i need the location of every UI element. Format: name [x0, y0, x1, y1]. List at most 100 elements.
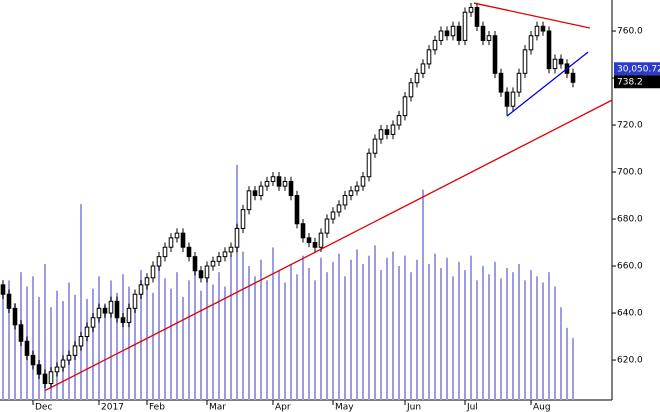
y-tick-label: 680.0: [617, 215, 643, 225]
candle-body: [534, 25, 540, 37]
candle-body: [384, 129, 390, 135]
volume-bar: [152, 292, 154, 400]
candle-body: [354, 185, 360, 192]
candle-body: [30, 354, 36, 366]
y-tick-label: 660.0: [617, 262, 643, 272]
candle-body: [102, 307, 108, 314]
candle-body: [228, 246, 234, 253]
volume-bar: [128, 286, 130, 400]
volume-bar: [428, 263, 430, 400]
x-tick-label: Jul: [466, 403, 478, 412]
candle-body: [462, 11, 468, 41]
volume-bar: [440, 268, 442, 400]
volume-bar: [146, 282, 148, 400]
volume-bar: [134, 298, 136, 400]
volume-bar: [542, 282, 544, 400]
y-tick-label: 620.0: [617, 356, 643, 366]
candle-body: [300, 223, 306, 239]
volume-bar: [230, 255, 232, 400]
candle-body: [468, 7, 474, 13]
candle-body: [108, 300, 114, 314]
candle-body: [192, 256, 198, 272]
volume-bar: [206, 276, 208, 400]
x-tick-label: May: [335, 403, 354, 412]
x-tick-label: Aug: [533, 403, 551, 412]
candle-body: [144, 277, 150, 286]
candle-body: [360, 176, 366, 187]
candle-body: [330, 211, 336, 220]
volume-bar: [494, 261, 496, 400]
candle-body: [312, 242, 318, 248]
volume-bar: [200, 290, 202, 400]
volume-bar: [302, 255, 304, 400]
candle-body: [204, 265, 210, 279]
candle-body: [258, 185, 264, 197]
volume-bar: [374, 245, 376, 400]
volume-bar: [512, 272, 514, 400]
volume-bar: [410, 272, 412, 400]
candle-body: [270, 176, 276, 182]
candle-body: [24, 340, 30, 356]
candle-body: [12, 307, 18, 326]
volume-bar: [452, 276, 454, 400]
candle-body: [558, 58, 564, 65]
candle-body: [84, 326, 90, 338]
candle-body: [426, 49, 432, 65]
volume-bar: [566, 327, 568, 400]
volume-bar: [320, 257, 322, 400]
candle-body: [48, 371, 54, 385]
candle-body: [450, 25, 456, 37]
candle-body: [324, 218, 330, 234]
candle-body: [96, 307, 102, 319]
candle-body: [18, 324, 24, 342]
x-tick-label: Apr: [275, 403, 291, 412]
candle-body: [390, 124, 396, 135]
volume-bar: [314, 280, 316, 400]
candle-body: [168, 237, 174, 248]
volume-bar: [530, 270, 532, 400]
candle-body: [432, 39, 438, 51]
candle-body: [318, 232, 324, 248]
candle-body: [198, 270, 204, 279]
candle-body: [72, 345, 78, 356]
volume-bar: [350, 259, 352, 400]
volume-bar: [338, 253, 340, 400]
volume-bar: [122, 274, 124, 400]
candle-body: [510, 91, 516, 107]
volume-bar: [326, 272, 328, 400]
candle-body: [60, 359, 66, 368]
candle-body: [408, 82, 414, 98]
volume-bar: [290, 263, 292, 400]
candle-body: [36, 364, 42, 375]
price-label: 738.2: [617, 77, 643, 87]
volume-bar: [242, 251, 244, 400]
x-tick-label: 2017: [101, 403, 124, 412]
candle-body: [282, 180, 288, 187]
trendline: [44, 99, 613, 392]
candle-body: [138, 284, 144, 295]
volume-bar: [368, 255, 370, 400]
candle-body: [264, 180, 270, 187]
volume-bar: [296, 274, 298, 400]
volume-bar: [8, 280, 10, 400]
candle-body: [276, 176, 282, 187]
volume-bar: [224, 286, 226, 400]
volume-bar: [416, 259, 418, 400]
candle-body: [0, 284, 6, 295]
trendline: [473, 2, 590, 29]
volume-bar: [248, 265, 250, 400]
volume-bar: [464, 270, 466, 400]
volume-bar: [386, 257, 388, 400]
trendline: [506, 51, 589, 117]
volume-bar: [404, 255, 406, 400]
volume-bar: [164, 278, 166, 400]
volume-bar: [458, 261, 460, 400]
volume-bar: [398, 265, 400, 400]
volume-bar: [284, 282, 286, 400]
volume-bar: [38, 296, 40, 400]
candle-body: [162, 246, 168, 258]
candle-body: [222, 251, 228, 258]
candle-body: [126, 307, 132, 323]
volume-bar: [182, 296, 184, 400]
